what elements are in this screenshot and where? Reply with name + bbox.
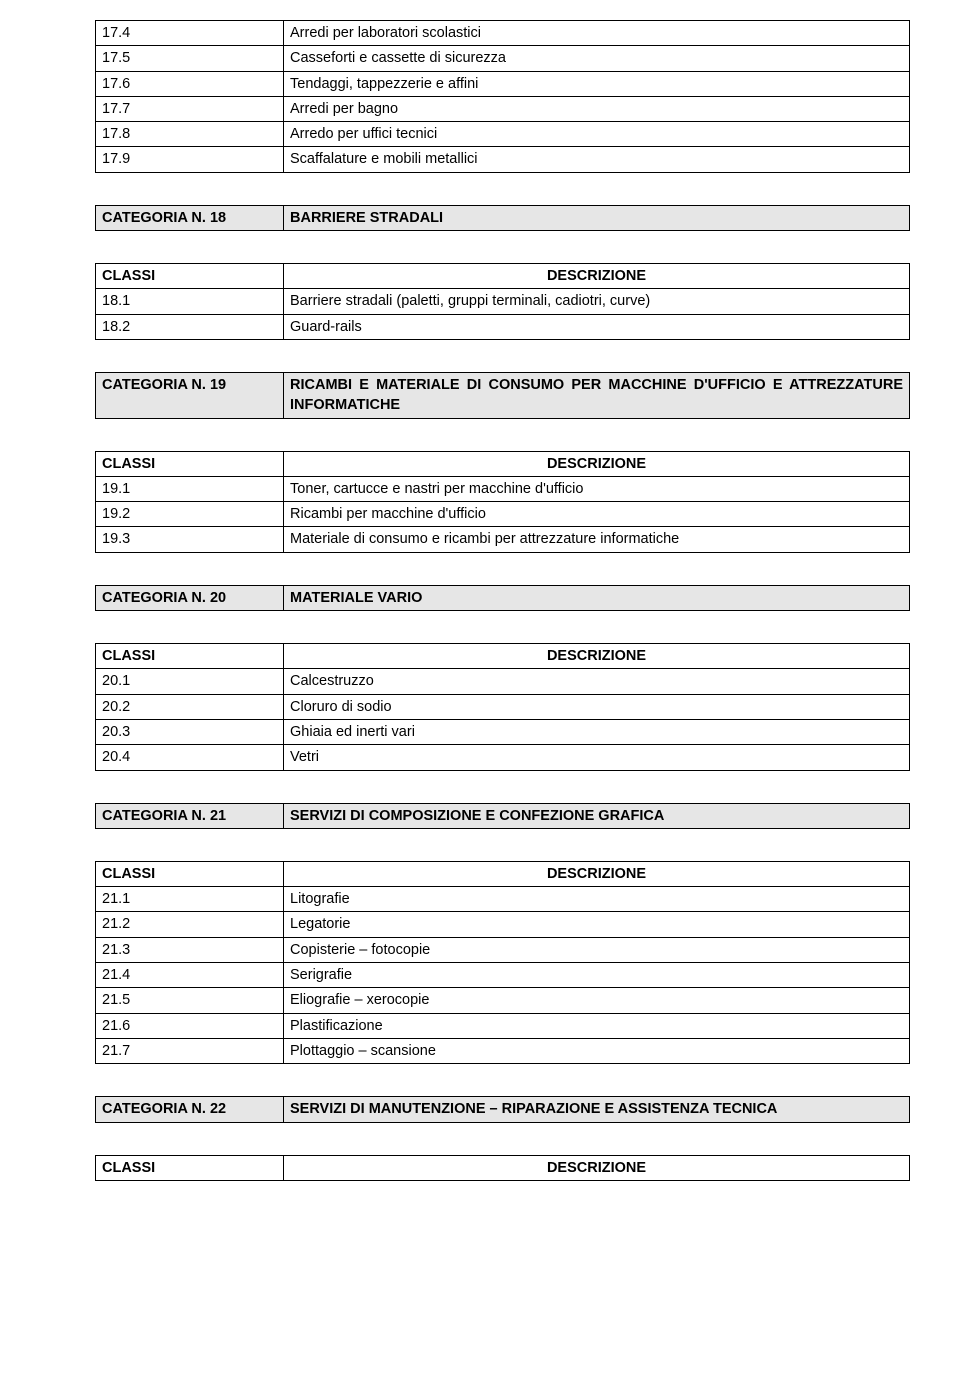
category-title: MATERIALE VARIO (284, 585, 910, 610)
category-19-header: CATEGORIA N. 19 RICAMBI E MATERIALE DI C… (95, 372, 910, 419)
row-code: 18.2 (96, 314, 284, 339)
row-code: 19.3 (96, 527, 284, 552)
row-desc: Plottaggio – scansione (284, 1038, 910, 1063)
category-label: CATEGORIA N. 18 (96, 205, 284, 230)
descrizione-header: DESCRIZIONE (284, 1155, 910, 1180)
table-row: 17.9Scaffalature e mobili metallici (96, 147, 910, 172)
row-desc: Casseforti e cassette di sicurezza (284, 46, 910, 71)
table-row: 21.5Eliografie – xerocopie (96, 988, 910, 1013)
row-code: 19.2 (96, 502, 284, 527)
row-code: 19.1 (96, 476, 284, 501)
row-code: 21.4 (96, 963, 284, 988)
table-cat17-continued: 17.4Arredi per laboratori scolastici17.5… (95, 20, 910, 173)
classi-header: CLASSI (96, 1155, 284, 1180)
table-cat20: CLASSI DESCRIZIONE 20.1Calcestruzzo20.2C… (95, 643, 910, 770)
category-20-header: CATEGORIA N. 20 MATERIALE VARIO (95, 585, 910, 611)
row-code: 21.6 (96, 1013, 284, 1038)
row-code: 17.5 (96, 46, 284, 71)
category-label: CATEGORIA N. 22 (96, 1097, 284, 1122)
row-desc: Eliografie – xerocopie (284, 988, 910, 1013)
row-desc: Barriere stradali (paletti, gruppi termi… (284, 289, 910, 314)
row-desc: Toner, cartucce e nastri per macchine d'… (284, 476, 910, 501)
table-row: 21.3Copisterie – fotocopie (96, 937, 910, 962)
table-row: 17.5Casseforti e cassette di sicurezza (96, 46, 910, 71)
table-row: 19.1Toner, cartucce e nastri per macchin… (96, 476, 910, 501)
category-title: SERVIZI DI COMPOSIZIONE E CONFEZIONE GRA… (284, 803, 910, 828)
category-label: CATEGORIA N. 21 (96, 803, 284, 828)
row-code: 20.3 (96, 719, 284, 744)
row-desc: Plastificazione (284, 1013, 910, 1038)
descrizione-header: DESCRIZIONE (284, 451, 910, 476)
row-desc: Vetri (284, 745, 910, 770)
table-row: 21.7Plottaggio – scansione (96, 1038, 910, 1063)
classi-header: CLASSI (96, 644, 284, 669)
row-code: 17.8 (96, 122, 284, 147)
table-row: 20.4Vetri (96, 745, 910, 770)
row-desc: Guard-rails (284, 314, 910, 339)
category-title: BARRIERE STRADALI (284, 205, 910, 230)
table-row: 21.2Legatorie (96, 912, 910, 937)
row-code: 20.4 (96, 745, 284, 770)
row-desc: Materiale di consumo e ricambi per attre… (284, 527, 910, 552)
table-row: 20.2Cloruro di sodio (96, 694, 910, 719)
table-cat19: CLASSI DESCRIZIONE 19.1Toner, cartucce e… (95, 451, 910, 553)
row-desc: Ghiaia ed inerti vari (284, 719, 910, 744)
table-row: 19.3Materiale di consumo e ricambi per a… (96, 527, 910, 552)
category-18-header: CATEGORIA N. 18 BARRIERE STRADALI (95, 205, 910, 231)
table-row: 17.7Arredi per bagno (96, 96, 910, 121)
table-row: 19.2Ricambi per macchine d'ufficio (96, 502, 910, 527)
row-code: 17.4 (96, 21, 284, 46)
category-title: SERVIZI DI MANUTENZIONE – RIPARAZIONE E … (284, 1097, 910, 1122)
table-row: 21.6Plastificazione (96, 1013, 910, 1038)
category-label: CATEGORIA N. 19 (96, 372, 284, 418)
row-desc: Calcestruzzo (284, 669, 910, 694)
row-code: 21.7 (96, 1038, 284, 1063)
row-code: 20.2 (96, 694, 284, 719)
category-title: RICAMBI E MATERIALE DI CONSUMO PER MACCH… (284, 372, 910, 418)
row-code: 20.1 (96, 669, 284, 694)
row-code: 17.7 (96, 96, 284, 121)
row-desc: Arredo per uffici tecnici (284, 122, 910, 147)
row-desc: Cloruro di sodio (284, 694, 910, 719)
row-code: 18.1 (96, 289, 284, 314)
table-row: 17.4Arredi per laboratori scolastici (96, 21, 910, 46)
table-cat18: CLASSI DESCRIZIONE 18.1Barriere stradali… (95, 263, 910, 340)
row-desc: Litografie (284, 887, 910, 912)
row-desc: Arredi per bagno (284, 96, 910, 121)
classi-header: CLASSI (96, 451, 284, 476)
category-22-header: CATEGORIA N. 22 SERVIZI DI MANUTENZIONE … (95, 1096, 910, 1122)
descrizione-header: DESCRIZIONE (284, 644, 910, 669)
row-desc: Arredi per laboratori scolastici (284, 21, 910, 46)
row-code: 17.9 (96, 147, 284, 172)
descrizione-header: DESCRIZIONE (284, 861, 910, 886)
row-desc: Tendaggi, tappezzerie e affini (284, 71, 910, 96)
row-code: 21.5 (96, 988, 284, 1013)
classi-header: CLASSI (96, 264, 284, 289)
table-row: 18.1Barriere stradali (paletti, gruppi t… (96, 289, 910, 314)
table-row: 18.2Guard-rails (96, 314, 910, 339)
table-cat22: CLASSI DESCRIZIONE (95, 1155, 910, 1181)
descrizione-header: DESCRIZIONE (284, 264, 910, 289)
table-row: 20.3Ghiaia ed inerti vari (96, 719, 910, 744)
row-desc: Copisterie – fotocopie (284, 937, 910, 962)
row-code: 21.2 (96, 912, 284, 937)
category-21-header: CATEGORIA N. 21 SERVIZI DI COMPOSIZIONE … (95, 803, 910, 829)
row-desc: Scaffalature e mobili metallici (284, 147, 910, 172)
table-row: 20.1Calcestruzzo (96, 669, 910, 694)
table-row: 17.8Arredo per uffici tecnici (96, 122, 910, 147)
row-desc: Serigrafie (284, 963, 910, 988)
table-row: 21.4Serigrafie (96, 963, 910, 988)
category-label: CATEGORIA N. 20 (96, 585, 284, 610)
table-cat21: CLASSI DESCRIZIONE 21.1Litografie21.2Leg… (95, 861, 910, 1064)
row-code: 21.1 (96, 887, 284, 912)
row-code: 17.6 (96, 71, 284, 96)
row-code: 21.3 (96, 937, 284, 962)
table-row: 21.1Litografie (96, 887, 910, 912)
classi-header: CLASSI (96, 861, 284, 886)
table-row: 17.6Tendaggi, tappezzerie e affini (96, 71, 910, 96)
row-desc: Legatorie (284, 912, 910, 937)
row-desc: Ricambi per macchine d'ufficio (284, 502, 910, 527)
